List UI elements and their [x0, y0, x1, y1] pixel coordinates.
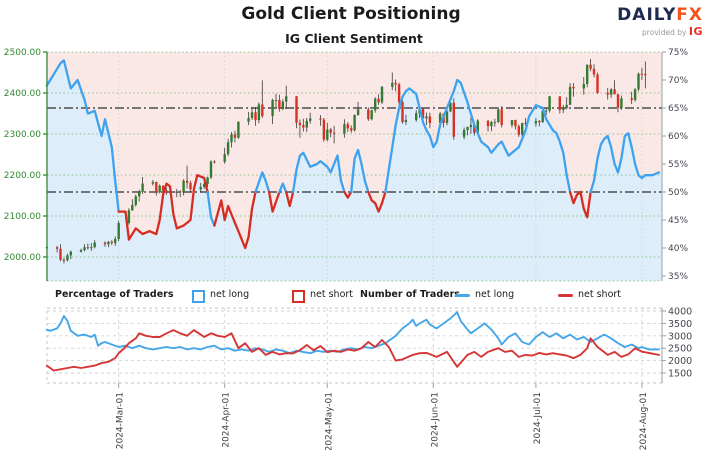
percent-tick-label: 35% — [668, 272, 688, 282]
traders-net-short-line — [45, 329, 660, 372]
percent-axis-right: 75% 70% 65% 60% 55% 50% 45% 40% 35% — [661, 48, 688, 282]
net-short-swatch-icon — [292, 290, 305, 303]
percent-tick-label: 70% — [668, 76, 688, 86]
price-tick-label: 2400.00 — [4, 89, 41, 99]
percent-tick-label: 75% — [668, 48, 688, 58]
sentiment-line-net-long — [45, 59, 120, 213]
provided-by-line: provided by IG — [617, 24, 703, 38]
date-tick-label: 2024-Jul-01 — [533, 392, 543, 444]
percent-tick-label: 55% — [668, 160, 688, 170]
sentiment-line-net-long — [384, 78, 572, 194]
price-tick-label: 2000.00 — [4, 253, 41, 263]
traders-net-long-line — [45, 311, 660, 355]
sentiment-line-net-long — [589, 132, 661, 194]
traders-tick-label: 3000 — [668, 331, 692, 342]
sentiment-line-net-short — [267, 190, 281, 213]
percent-tick-label: 50% — [668, 188, 688, 198]
net-long-line-icon — [455, 294, 470, 297]
legend-pct-net-short: net short — [310, 289, 354, 300]
price-tick-label: 2500.00 — [4, 48, 41, 58]
traders-tick-label: 2000 — [668, 356, 692, 367]
date-tick-label: 2024-Mar-01 — [116, 392, 126, 449]
percent-tick-label: 45% — [668, 216, 688, 226]
net-short-shaded-area — [46, 52, 663, 248]
sentiment-line-net-short — [213, 190, 257, 250]
sentiment-line-net-long — [350, 148, 370, 194]
traders-tick-label: 2500 — [668, 344, 692, 355]
legend-percentage-of-traders: Percentage of Traders — [55, 289, 174, 300]
price-tick-label: 2200.00 — [4, 171, 41, 181]
sentiment-line-net-short — [117, 174, 209, 241]
sentiment-line-net-long — [206, 190, 216, 227]
price-tick-label: 2100.00 — [4, 212, 41, 222]
bottom-horizontal-gridlines — [47, 310, 662, 374]
percent-tick-label: 65% — [668, 104, 688, 114]
dailyfx-logo: DAILYFX provided by IG — [617, 6, 703, 38]
traders-tick-label: 3500 — [668, 319, 692, 330]
provided-by-text: provided by — [641, 27, 687, 37]
main-sentiment-chart: 2500.00 2400.00 2300.00 2200.00 2100.00 2000.… — [4, 48, 689, 282]
sentiment-line-net-short — [285, 190, 295, 208]
date-tick-label: 2024-Aug-01 — [639, 392, 649, 450]
ig-logo: IG — [688, 24, 703, 38]
main-vertical-gridlines — [118, 52, 643, 281]
sentiment-line-net-long — [291, 151, 346, 194]
date-tick-label: 2024-Apr-01 — [222, 392, 232, 448]
bottom-vertical-gridlines — [118, 308, 643, 383]
page-title: Gold Client Positioning — [241, 4, 461, 24]
chart-subtitle: IG Client Sentiment — [285, 31, 423, 46]
legend-num-net-short: net short — [578, 289, 622, 300]
main-horizontal-gridlines — [47, 51, 662, 282]
price-tick-label: 2300.00 — [4, 130, 41, 140]
date-axis: 2024-Mar-01 2024-Apr-01 2024-May-01 2024-Ju… — [116, 383, 649, 450]
bottom-chart-frame — [46, 307, 663, 384]
date-tick-label: 2024-Jun-01 — [430, 392, 440, 447]
traders-tick-label: 1500 — [668, 369, 692, 380]
sentiment-line-net-short — [367, 190, 387, 213]
sentiment-line-net-short — [343, 190, 353, 199]
percent-tick-label: 40% — [668, 244, 688, 254]
net-long-swatch-icon — [192, 290, 205, 303]
sentiment-line-net-short — [568, 190, 592, 219]
legend-number-of-traders: Number of Traders — [360, 289, 460, 300]
percent-tick-label: 60% — [668, 132, 688, 142]
dailyfx-fx-text: FX — [676, 5, 703, 25]
dailyfx-daily-text: DAILY — [617, 5, 677, 25]
price-axis-left: 2500.00 2400.00 2300.00 2200.00 2100.00 2000.… — [4, 48, 48, 281]
dailyfx-wordmark: DAILYFX — [617, 6, 703, 25]
traders-tick-label: 4000 — [668, 307, 692, 318]
legend-pct-net-long: net long — [210, 289, 250, 300]
date-tick-label: 2024-May-01 — [324, 392, 334, 450]
sentiment-line-net-long — [254, 171, 271, 194]
legend-num-net-long: net long — [475, 289, 515, 300]
sentiment-line-net-long — [278, 182, 288, 194]
net-short-line-icon — [558, 294, 573, 297]
